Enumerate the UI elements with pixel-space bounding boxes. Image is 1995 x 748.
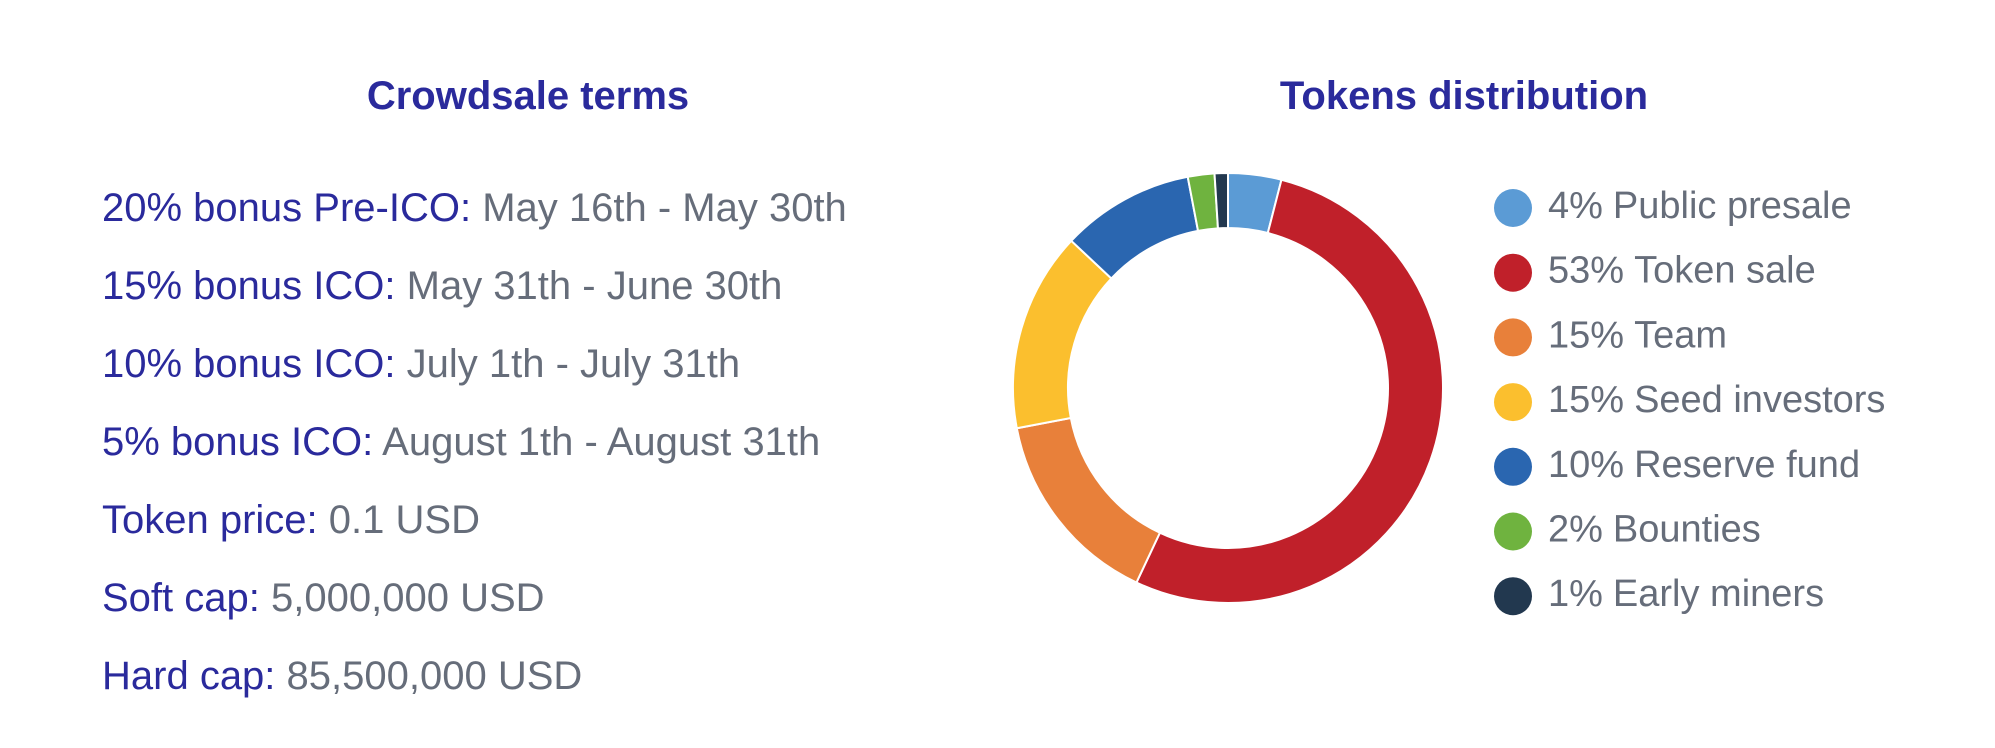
legend-value: 4% (1548, 185, 1603, 227)
term-label: 10% bonus ICO: (102, 342, 396, 386)
term-value: May 31th - June 30th (406, 264, 783, 308)
chart-title: Tokens distribution (1279, 74, 1649, 118)
legend-swatch (1494, 253, 1532, 292)
legend-value: 2% (1548, 509, 1603, 551)
term-value: May 16th - May 30th (482, 186, 847, 230)
legend-label: 10% Reserve fund (1548, 444, 1860, 486)
legend-category: Seed investors (1634, 379, 1885, 421)
legend-swatch (1494, 318, 1532, 357)
legend-category: Reserve fund (1634, 444, 1860, 486)
legend-label: 2% Bounties (1548, 509, 1761, 551)
legend-label: 15% Team (1548, 314, 1727, 356)
legend-value: 53% (1548, 250, 1624, 292)
term-row: Soft cap: 5,000,000 USD (102, 574, 545, 622)
legend-label: 4% Public presale (1548, 185, 1852, 227)
term-label: Hard cap: (102, 654, 276, 698)
legend-category: Token sale (1634, 250, 1816, 292)
legend-category: Public presale (1613, 185, 1852, 227)
term-value: 0.1 USD (328, 498, 480, 542)
term-label: Token price: (102, 498, 318, 542)
slice (1012, 239, 1113, 430)
term-row: 15% bonus ICO: May 31th - June 30th (102, 262, 782, 310)
legend-label: 1% Early miners (1548, 573, 1824, 615)
legend-value: 1% (1548, 573, 1603, 615)
term-label: Soft cap: (102, 576, 260, 620)
term-value: 5,000,000 USD (271, 576, 545, 620)
legend-swatch (1494, 189, 1532, 227)
term-value: August 1th - August 31th (382, 420, 821, 464)
legend-swatch (1494, 383, 1532, 422)
term-label: 5% bonus ICO: (102, 420, 374, 464)
legend-category: Bounties (1613, 509, 1761, 551)
legend-swatch (1494, 512, 1532, 551)
legend-category: Team (1634, 314, 1727, 356)
term-value: 85,500,000 USD (286, 654, 583, 698)
term-row: Token price: 0.1 USD (102, 496, 480, 544)
term-label: 15% bonus ICO: (102, 264, 396, 308)
term-row: 5% bonus ICO: August 1th - August 31th (102, 418, 820, 466)
slice (1213, 171, 1229, 230)
term-row: 20% bonus Pre-ICO: May 16th - May 30th (102, 184, 847, 232)
term-label: 20% bonus Pre-ICO: (102, 186, 472, 230)
term-value: July 1th - July 31th (406, 342, 741, 386)
legend-category: Early miners (1613, 573, 1824, 615)
legend-swatch (1494, 447, 1532, 486)
legend-value: 15% (1548, 379, 1624, 421)
term-row: Hard cap: 85,500,000 USD (102, 652, 582, 700)
legend-label: 53% Token sale (1548, 250, 1816, 292)
term-row: 10% bonus ICO: July 1th - July 31th (102, 340, 740, 388)
legend-value: 10% (1548, 444, 1624, 486)
legend-value: 15% (1548, 314, 1624, 356)
slice (1015, 416, 1162, 584)
section-title: Crowdsale terms (366, 74, 690, 118)
legend-swatch (1494, 577, 1532, 616)
slice (1135, 178, 1444, 604)
legend-label: 15% Seed investors (1548, 379, 1885, 421)
